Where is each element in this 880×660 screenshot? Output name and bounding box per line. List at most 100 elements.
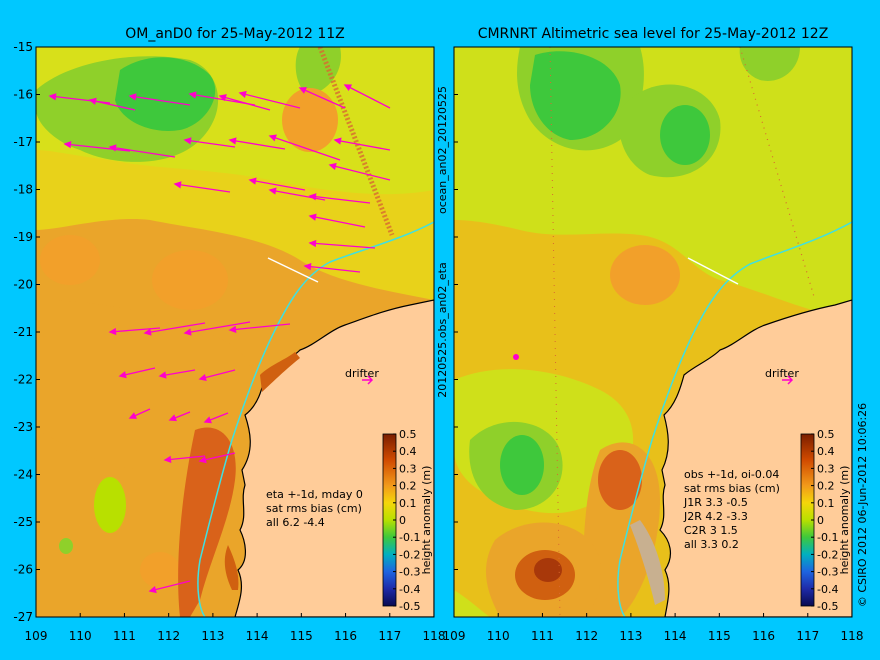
arrow-head [188, 91, 197, 99]
x-tick-label: 115 [708, 629, 731, 643]
arrow-head [228, 137, 237, 145]
velocity-arrow [304, 265, 361, 273]
right-note-1: obs +-1d, oi-0.04 [684, 468, 779, 481]
arrow-head [343, 84, 353, 92]
x-tick-label: 110 [487, 629, 510, 643]
velocity-arrow [249, 179, 306, 191]
side-label-left: 20120525.obs_an02_eta [436, 262, 449, 397]
right-note-4: J2R 4.2 -3.3 [683, 510, 748, 523]
arrow-head [128, 412, 138, 419]
colorbar-tick: -0.5 [399, 600, 420, 613]
right-map-panel: drifter obs +-1d, oi-0.04 sat rms bias (… [453, 26, 853, 618]
x-tick-label: 114 [246, 629, 269, 643]
colorbar-tick: 0.3 [817, 462, 835, 475]
arrow-head [163, 455, 172, 464]
x-tick-label: 111 [113, 629, 136, 643]
drifter-marker-left [362, 375, 374, 385]
colorbar-tick: 0.1 [399, 497, 417, 510]
copyright-label: © CSIRO 2012 06-Jun-2012 10:06:26 [856, 403, 869, 607]
arrow-head [268, 134, 277, 142]
colorbar-tick: 0.2 [399, 480, 417, 493]
colorbar-tick: -0.5 [817, 600, 838, 613]
arrow-head [308, 193, 317, 201]
velocity-arrow [129, 95, 191, 106]
left-note-1: eta +-1d, mday 0 [266, 488, 363, 501]
velocity-arrow [229, 139, 286, 150]
x-tick-label: 113 [201, 629, 224, 643]
arrow-head [228, 325, 237, 334]
x-axis-ticks-right: 109 110 111 112 113 114 115 116 117 118 [443, 613, 863, 643]
colorbar-label-left: height anomaly (m) [420, 466, 433, 575]
velocity-arrow [164, 455, 206, 461]
arrow-head [143, 328, 152, 336]
y-tick-label: -26 [13, 563, 33, 577]
y-tick-label: -25 [13, 515, 33, 529]
arrow-head [183, 328, 192, 336]
y-tick-label: -22 [13, 373, 33, 387]
arrow-head [238, 90, 247, 99]
arrow-head [118, 371, 127, 379]
colorbar-tick: 0.2 [817, 480, 835, 493]
colorbar-tick: 0 [399, 514, 406, 527]
velocity-arrow [64, 143, 131, 152]
colorbar-left: 0.5 0.4 0.3 0.2 0.1 0 -0.1 -0.2 -0.3 -0.4 -0.5 hei… [382, 428, 433, 613]
arrow-head [108, 144, 117, 152]
x-tick-label: 110 [69, 629, 92, 643]
drifter-label-left: drifter [345, 367, 379, 380]
velocity-arrow [184, 139, 236, 148]
arrow-head [108, 327, 117, 336]
colorbar-tick: 0.5 [817, 428, 835, 441]
x-tick-label: 109 [25, 629, 48, 643]
y-tick-label: -21 [13, 325, 33, 339]
arrow-head [298, 87, 308, 94]
arrow-head [148, 585, 157, 594]
colorbar-tick: 0.4 [817, 445, 835, 458]
velocity-arrow [89, 99, 136, 111]
x-tick-label: 109 [443, 629, 466, 643]
colorbar-right: 0.5 0.4 0.3 0.2 0.1 0 -0.1 -0.2 -0.3 -0.4 -0.5 hei… [800, 428, 851, 613]
velocity-arrow [149, 580, 191, 592]
arrow-head [333, 137, 342, 145]
velocity-arrow [299, 87, 346, 109]
colorbar-tick: -0.3 [817, 566, 838, 579]
arrow-head [203, 416, 212, 424]
colorbar-tick: -0.3 [399, 566, 420, 579]
arrow-head [173, 181, 182, 189]
right-note-3: J1R 3.3 -0.5 [683, 496, 748, 509]
y-tick-label: -17 [13, 135, 33, 149]
colorbar-tick: -0.1 [817, 531, 838, 544]
x-tick-label: 118 [423, 629, 446, 643]
velocity-arrow [309, 195, 371, 204]
arrow-head [128, 93, 137, 101]
colorbar-tick: 0.3 [399, 462, 417, 475]
drifter-marker-right [782, 375, 794, 385]
y-tick-label: -23 [13, 420, 33, 434]
velocity-arrow [329, 164, 391, 181]
y-tick-label: -15 [13, 40, 33, 54]
y-tick-label: -18 [13, 183, 33, 197]
arrow-head [158, 371, 167, 379]
arrow-head [183, 137, 192, 145]
y-tick-label: -19 [13, 230, 33, 244]
x-tick-label: 116 [752, 629, 775, 643]
y-tick-label: -16 [13, 88, 33, 102]
arrow-head [198, 456, 207, 464]
colorbar-tick: 0.4 [399, 445, 417, 458]
velocity-arrow [174, 183, 231, 193]
velocity-arrow [229, 323, 291, 331]
left-map-panel: drifter eta +-1d, mday 0 sat rms bias (c… [35, 26, 435, 618]
colorbar-tick: -0.4 [817, 583, 838, 596]
arrow-head [88, 97, 97, 105]
y-tick-label: -27 [13, 610, 33, 624]
x-tick-label: 113 [619, 629, 642, 643]
velocity-arrow [219, 95, 271, 111]
colorbar-tick: 0.5 [399, 428, 417, 441]
velocity-arrows [48, 84, 391, 594]
left-note-3: all 6.2 -4.4 [266, 516, 325, 529]
left-panel-title: OM_anD0 for 25-May-2012 11Z [125, 26, 345, 42]
ship-track [197, 221, 434, 617]
y-axis-ticks: -15 -16 -17 -18 -19 -20 -21 -22 -23 -24 -25 -26 -27 [13, 40, 458, 624]
y-tick-label: -20 [13, 278, 33, 292]
arrow-head [63, 141, 72, 149]
